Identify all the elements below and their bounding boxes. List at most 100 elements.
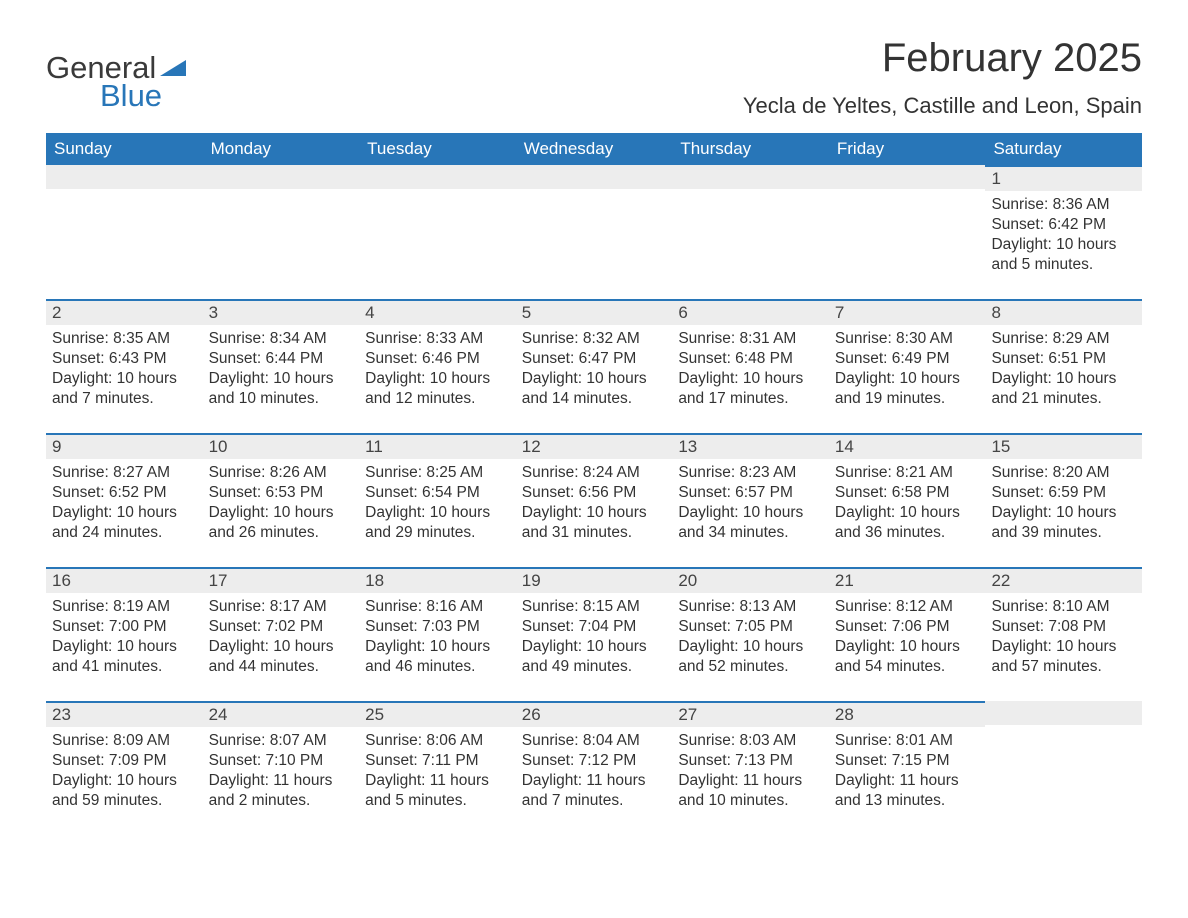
sunset-text: Sunset: 7:09 PM: [52, 751, 197, 771]
day-details: Sunrise: 8:16 AMSunset: 7:03 PMDaylight:…: [359, 593, 516, 688]
day-details: Sunrise: 8:35 AMSunset: 6:43 PMDaylight:…: [46, 325, 203, 420]
weekday-header: Sunday: [46, 133, 203, 165]
sunrise-text: Sunrise: 8:09 AM: [52, 731, 197, 751]
sunrise-text: Sunrise: 8:27 AM: [52, 463, 197, 483]
brand-text: General Blue: [46, 54, 186, 110]
daylight-text: Daylight: 11 hours and 13 minutes.: [835, 771, 980, 811]
sunrise-text: Sunrise: 8:33 AM: [365, 329, 510, 349]
day-cell: 18Sunrise: 8:16 AMSunset: 7:03 PMDayligh…: [359, 567, 516, 701]
day-number: 6: [672, 299, 829, 325]
day-number: 21: [829, 567, 986, 593]
sunrise-text: Sunrise: 8:12 AM: [835, 597, 980, 617]
sunset-text: Sunset: 7:04 PM: [522, 617, 667, 637]
sunset-text: Sunset: 7:15 PM: [835, 751, 980, 771]
day-cell: 8Sunrise: 8:29 AMSunset: 6:51 PMDaylight…: [985, 299, 1142, 433]
sunrise-text: Sunrise: 8:13 AM: [678, 597, 823, 617]
day-number: 25: [359, 701, 516, 727]
day-cell: [516, 165, 673, 299]
sunrise-text: Sunrise: 8:25 AM: [365, 463, 510, 483]
day-details: Sunrise: 8:12 AMSunset: 7:06 PMDaylight:…: [829, 593, 986, 688]
daylight-text: Daylight: 11 hours and 7 minutes.: [522, 771, 667, 811]
daylight-text: Daylight: 10 hours and 59 minutes.: [52, 771, 197, 811]
day-number: [46, 165, 203, 189]
sunrise-text: Sunrise: 8:32 AM: [522, 329, 667, 349]
day-cell: [359, 165, 516, 299]
calendar-week: 23Sunrise: 8:09 AMSunset: 7:09 PMDayligh…: [46, 701, 1142, 835]
sunset-text: Sunset: 6:53 PM: [209, 483, 354, 503]
sunset-text: Sunset: 7:10 PM: [209, 751, 354, 771]
day-number: 23: [46, 701, 203, 727]
day-number: 3: [203, 299, 360, 325]
day-number: 1: [985, 165, 1142, 191]
daylight-text: Daylight: 10 hours and 39 minutes.: [991, 503, 1136, 543]
day-details: Sunrise: 8:32 AMSunset: 6:47 PMDaylight:…: [516, 325, 673, 420]
sunset-text: Sunset: 7:12 PM: [522, 751, 667, 771]
day-details: Sunrise: 8:13 AMSunset: 7:05 PMDaylight:…: [672, 593, 829, 688]
sunrise-text: Sunrise: 8:21 AM: [835, 463, 980, 483]
sunset-text: Sunset: 6:51 PM: [991, 349, 1136, 369]
weekday-header-row: Sunday Monday Tuesday Wednesday Thursday…: [46, 133, 1142, 165]
day-cell: 11Sunrise: 8:25 AMSunset: 6:54 PMDayligh…: [359, 433, 516, 567]
sunset-text: Sunset: 6:56 PM: [522, 483, 667, 503]
daylight-text: Daylight: 10 hours and 19 minutes.: [835, 369, 980, 409]
day-number: 11: [359, 433, 516, 459]
sunset-text: Sunset: 6:46 PM: [365, 349, 510, 369]
day-cell: 1Sunrise: 8:36 AMSunset: 6:42 PMDaylight…: [985, 165, 1142, 299]
day-number: 17: [203, 567, 360, 593]
day-number: 18: [359, 567, 516, 593]
daylight-text: Daylight: 10 hours and 49 minutes.: [522, 637, 667, 677]
sunrise-text: Sunrise: 8:17 AM: [209, 597, 354, 617]
calendar-week: 9Sunrise: 8:27 AMSunset: 6:52 PMDaylight…: [46, 433, 1142, 567]
sunrise-text: Sunrise: 8:30 AM: [835, 329, 980, 349]
sunrise-text: Sunrise: 8:01 AM: [835, 731, 980, 751]
day-cell: 6Sunrise: 8:31 AMSunset: 6:48 PMDaylight…: [672, 299, 829, 433]
day-details: Sunrise: 8:15 AMSunset: 7:04 PMDaylight:…: [516, 593, 673, 688]
sunset-text: Sunset: 6:48 PM: [678, 349, 823, 369]
daylight-text: Daylight: 11 hours and 10 minutes.: [678, 771, 823, 811]
day-details: Sunrise: 8:03 AMSunset: 7:13 PMDaylight:…: [672, 727, 829, 822]
day-details: Sunrise: 8:21 AMSunset: 6:58 PMDaylight:…: [829, 459, 986, 554]
day-number: 15: [985, 433, 1142, 459]
day-cell: 28Sunrise: 8:01 AMSunset: 7:15 PMDayligh…: [829, 701, 986, 835]
daylight-text: Daylight: 10 hours and 54 minutes.: [835, 637, 980, 677]
day-number: 26: [516, 701, 673, 727]
day-number: [359, 165, 516, 189]
month-title: February 2025: [743, 36, 1142, 81]
sunset-text: Sunset: 6:42 PM: [991, 215, 1136, 235]
daylight-text: Daylight: 10 hours and 41 minutes.: [52, 637, 197, 677]
sunset-text: Sunset: 7:05 PM: [678, 617, 823, 637]
day-cell: 12Sunrise: 8:24 AMSunset: 6:56 PMDayligh…: [516, 433, 673, 567]
day-details: Sunrise: 8:30 AMSunset: 6:49 PMDaylight:…: [829, 325, 986, 420]
day-number: 9: [46, 433, 203, 459]
weekday-header: Wednesday: [516, 133, 673, 165]
weekday-header: Monday: [203, 133, 360, 165]
day-cell: 21Sunrise: 8:12 AMSunset: 7:06 PMDayligh…: [829, 567, 986, 701]
day-cell: 2Sunrise: 8:35 AMSunset: 6:43 PMDaylight…: [46, 299, 203, 433]
day-details: [46, 189, 203, 203]
sunset-text: Sunset: 6:58 PM: [835, 483, 980, 503]
day-details: Sunrise: 8:10 AMSunset: 7:08 PMDaylight:…: [985, 593, 1142, 688]
day-cell: 19Sunrise: 8:15 AMSunset: 7:04 PMDayligh…: [516, 567, 673, 701]
day-cell: 25Sunrise: 8:06 AMSunset: 7:11 PMDayligh…: [359, 701, 516, 835]
daylight-text: Daylight: 10 hours and 10 minutes.: [209, 369, 354, 409]
day-cell: 22Sunrise: 8:10 AMSunset: 7:08 PMDayligh…: [985, 567, 1142, 701]
daylight-text: Daylight: 11 hours and 5 minutes.: [365, 771, 510, 811]
daylight-text: Daylight: 10 hours and 14 minutes.: [522, 369, 667, 409]
daylight-text: Daylight: 10 hours and 24 minutes.: [52, 503, 197, 543]
day-number: 20: [672, 567, 829, 593]
day-number: 22: [985, 567, 1142, 593]
day-details: [985, 725, 1142, 739]
calendar-week: 1Sunrise: 8:36 AMSunset: 6:42 PMDaylight…: [46, 165, 1142, 299]
day-number: 19: [516, 567, 673, 593]
day-cell: 27Sunrise: 8:03 AMSunset: 7:13 PMDayligh…: [672, 701, 829, 835]
sunrise-text: Sunrise: 8:04 AM: [522, 731, 667, 751]
day-cell: 20Sunrise: 8:13 AMSunset: 7:05 PMDayligh…: [672, 567, 829, 701]
sunset-text: Sunset: 7:02 PM: [209, 617, 354, 637]
sunrise-text: Sunrise: 8:19 AM: [52, 597, 197, 617]
sunset-text: Sunset: 6:44 PM: [209, 349, 354, 369]
day-number: 14: [829, 433, 986, 459]
sunset-text: Sunset: 7:03 PM: [365, 617, 510, 637]
sunrise-text: Sunrise: 8:07 AM: [209, 731, 354, 751]
day-details: [203, 189, 360, 203]
day-number: 2: [46, 299, 203, 325]
